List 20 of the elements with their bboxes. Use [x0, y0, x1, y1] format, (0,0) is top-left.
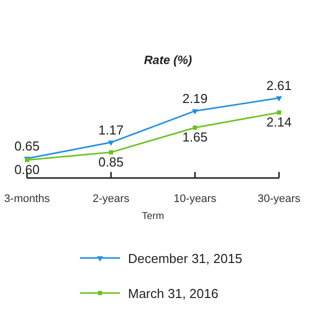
legend-label: December 31, 2015: [128, 251, 242, 266]
data-label: 0.60: [14, 162, 40, 177]
x-axis-title: Term: [142, 211, 164, 222]
data-label: 0.85: [98, 154, 124, 170]
x-tick-label: 2-years: [92, 193, 130, 205]
point: [192, 109, 198, 114]
x-tick-label: 3-months: [4, 193, 50, 205]
legend-label: March 31, 2016: [128, 286, 218, 301]
x-tick-label: 30-years: [258, 193, 301, 205]
data-label: 0.65: [14, 138, 40, 154]
data-label: 2.19: [182, 90, 208, 106]
x-tick-label: 10-years: [174, 193, 217, 205]
data-label: 1.17: [98, 122, 124, 138]
point: [108, 150, 114, 154]
data-label: 2.61: [266, 78, 292, 93]
point: [108, 140, 114, 146]
point: [276, 96, 282, 102]
data-label: 1.65: [182, 130, 208, 145]
chart-title: Rate (%): [144, 53, 192, 67]
data-label: 2.14: [266, 114, 292, 130]
